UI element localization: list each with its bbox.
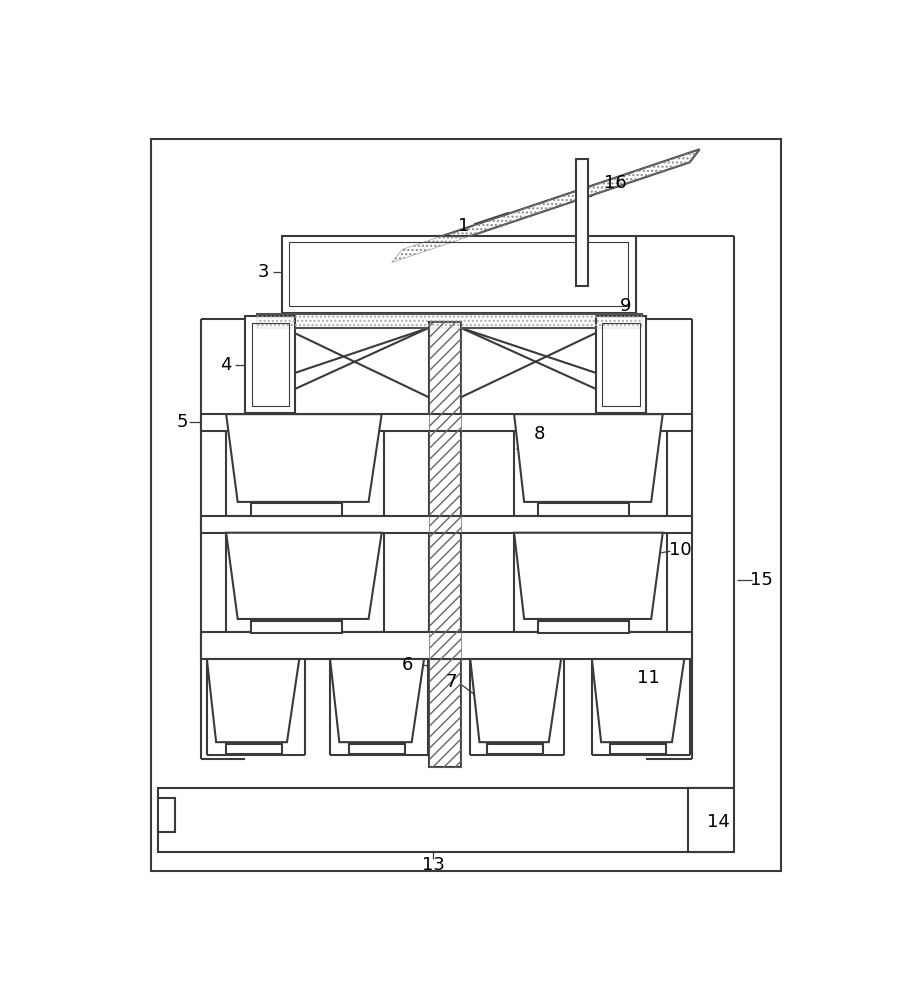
- Text: 13: 13: [422, 856, 445, 874]
- Bar: [281, 235, 636, 312]
- Bar: [257, 314, 642, 328]
- Bar: [611, 744, 666, 754]
- Bar: [158, 798, 176, 832]
- Polygon shape: [514, 533, 662, 619]
- Polygon shape: [226, 533, 381, 619]
- Bar: [602, 323, 640, 406]
- Bar: [538, 620, 629, 633]
- Bar: [577, 158, 588, 286]
- Polygon shape: [514, 414, 662, 502]
- Bar: [151, 139, 781, 871]
- Text: 15: 15: [750, 571, 773, 589]
- Polygon shape: [207, 659, 299, 742]
- Bar: [158, 788, 726, 852]
- Bar: [226, 744, 281, 754]
- Bar: [429, 322, 461, 767]
- Bar: [201, 632, 692, 659]
- Bar: [201, 414, 692, 431]
- Polygon shape: [470, 659, 561, 742]
- Text: 9: 9: [620, 297, 632, 315]
- Polygon shape: [592, 659, 684, 742]
- Text: 5: 5: [177, 413, 188, 431]
- Bar: [688, 788, 734, 852]
- Bar: [251, 503, 341, 516]
- Bar: [251, 620, 341, 633]
- Text: 8: 8: [534, 425, 545, 443]
- Text: 16: 16: [603, 174, 626, 192]
- Text: 4: 4: [220, 356, 232, 374]
- Bar: [201, 516, 692, 533]
- Polygon shape: [391, 149, 700, 262]
- Text: 1: 1: [459, 217, 470, 235]
- Bar: [487, 744, 542, 754]
- Text: 11: 11: [638, 669, 661, 687]
- Bar: [596, 316, 646, 413]
- Text: 7: 7: [445, 673, 457, 691]
- Polygon shape: [226, 414, 381, 502]
- Text: 10: 10: [669, 541, 692, 559]
- Bar: [429, 322, 461, 767]
- Bar: [246, 316, 296, 413]
- Bar: [289, 242, 628, 306]
- Text: 14: 14: [707, 813, 730, 831]
- Bar: [251, 323, 289, 406]
- Text: 3: 3: [258, 263, 269, 281]
- Bar: [349, 744, 405, 754]
- Bar: [538, 503, 629, 516]
- Polygon shape: [330, 659, 424, 742]
- Text: 6: 6: [401, 656, 413, 674]
- Bar: [257, 314, 642, 328]
